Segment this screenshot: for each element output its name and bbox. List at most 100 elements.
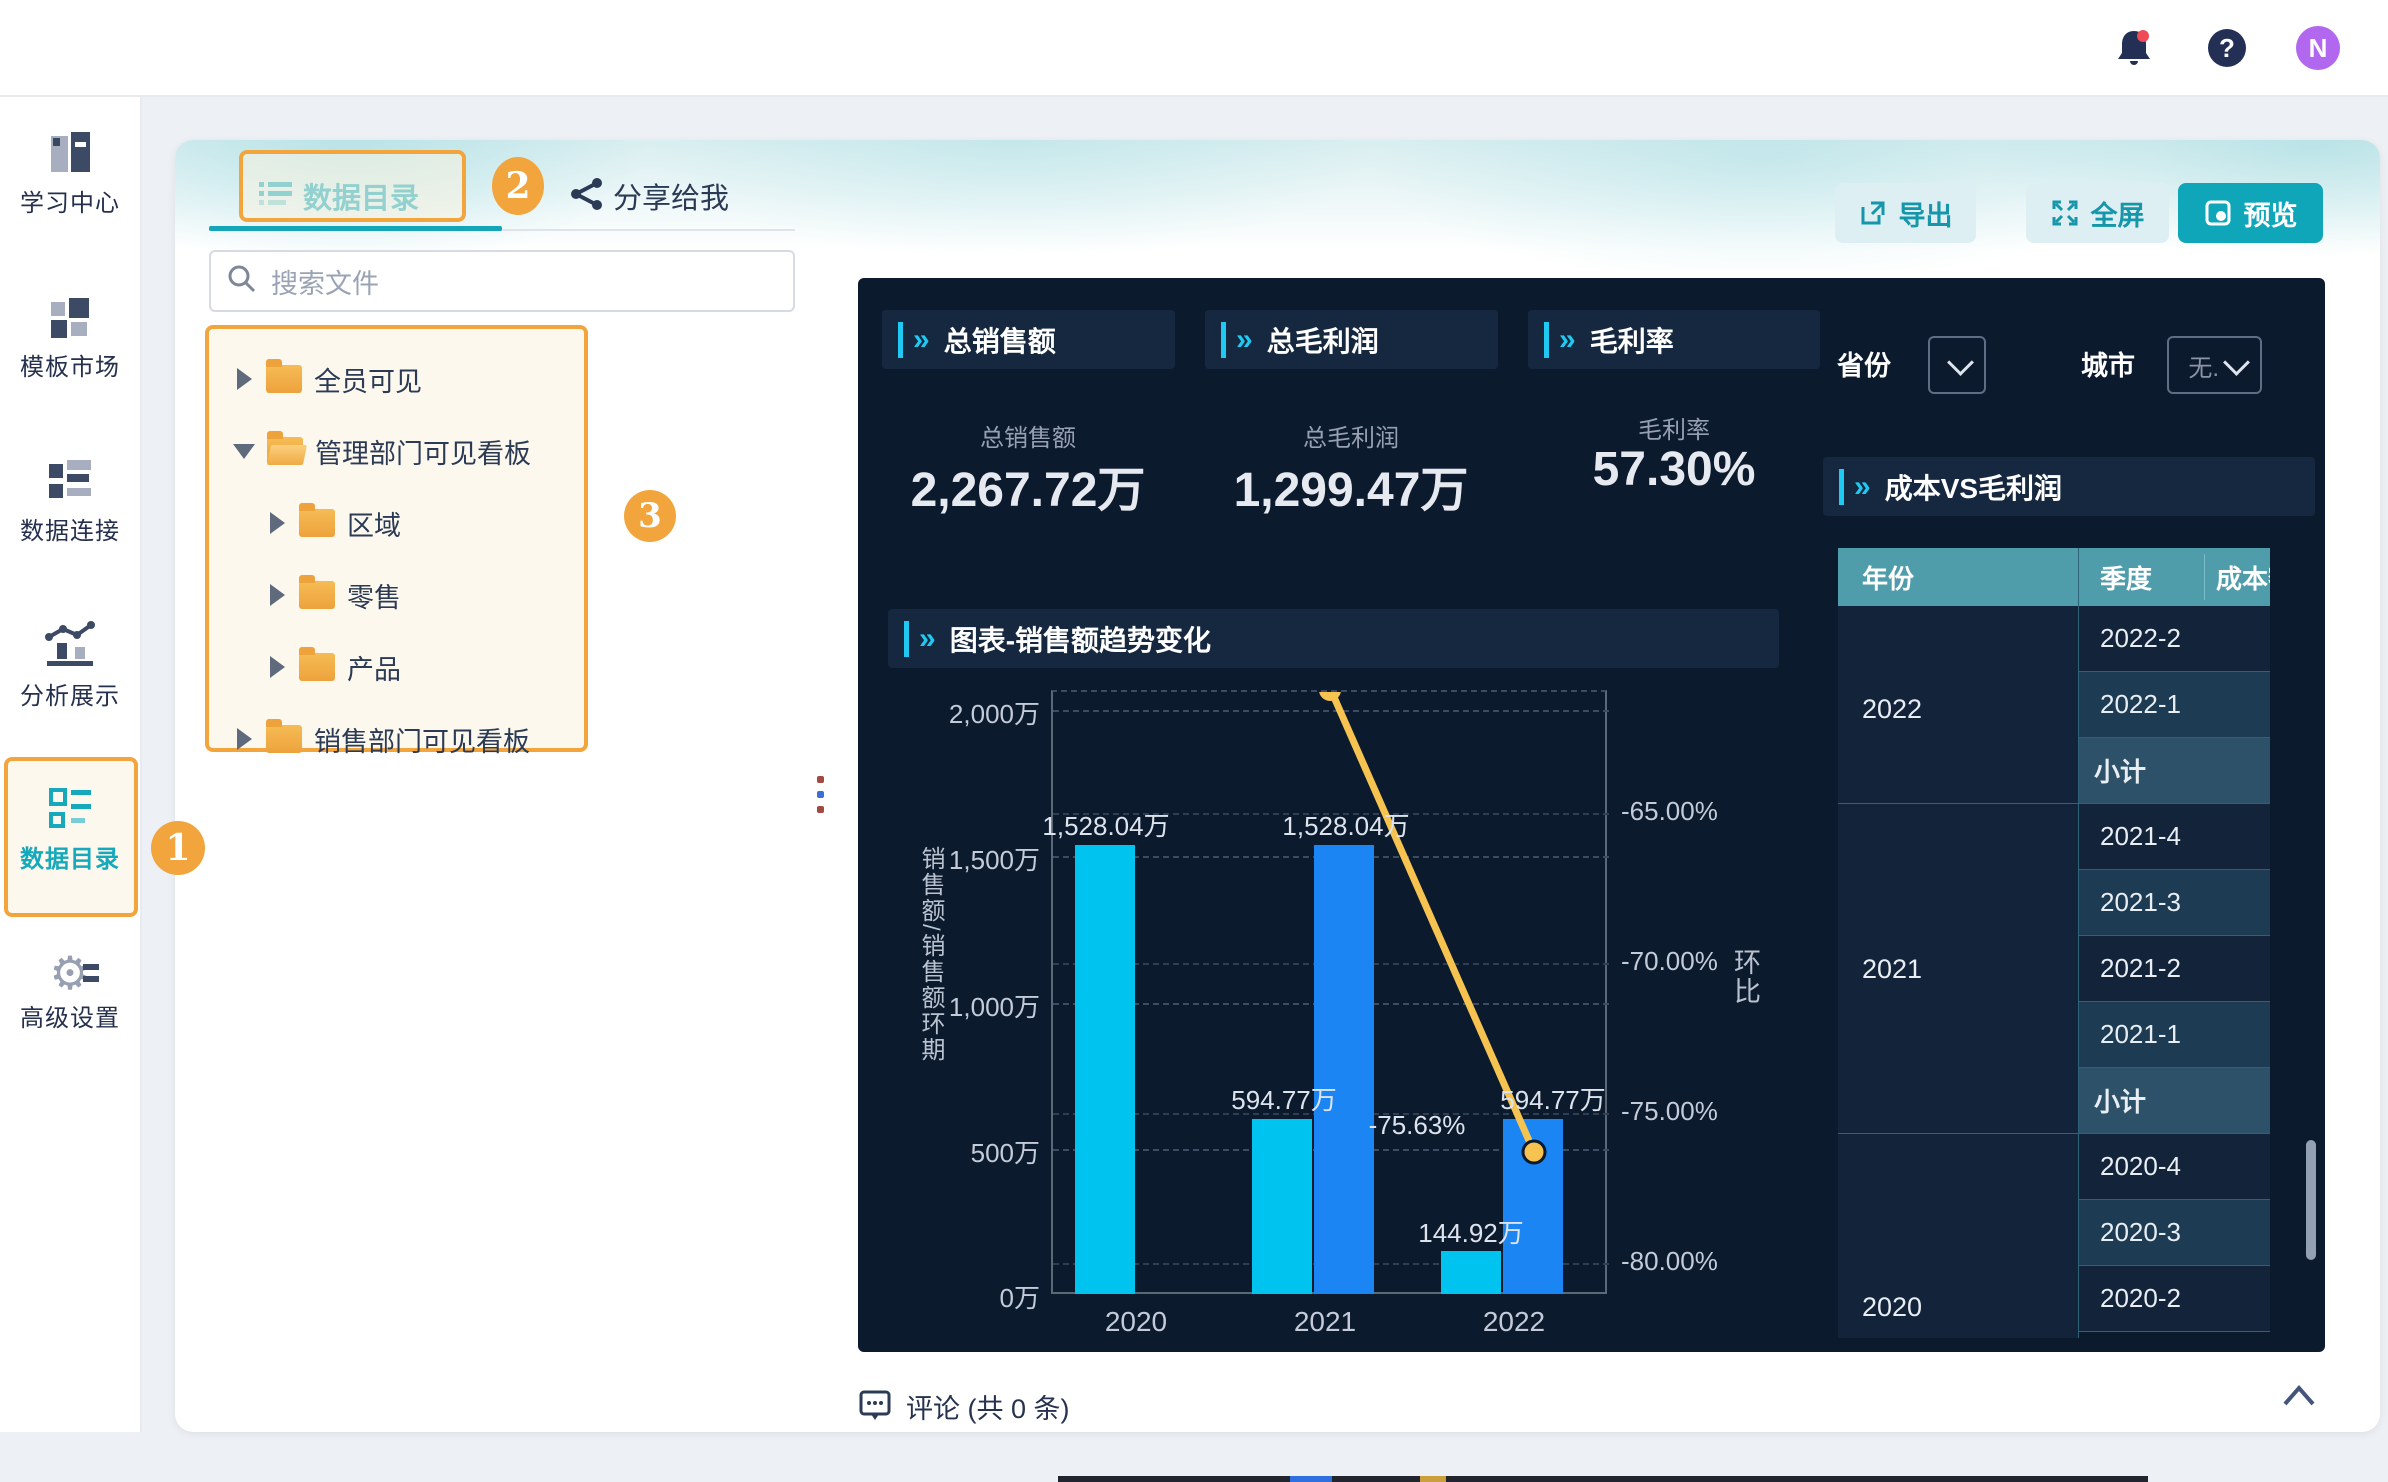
tree-item-management-boards[interactable]: 管理部门可见看板 (205, 415, 608, 487)
help-icon[interactable]: ? (2208, 29, 2246, 67)
top-nav (0, 0, 2388, 97)
table-row[interactable]: 2021-3 (2078, 870, 2270, 936)
chevron-right-icon[interactable] (270, 584, 285, 606)
data-catalog-icon (43, 788, 97, 838)
table-subtotal-row[interactable]: 小计 (2078, 738, 2270, 804)
table-panel-header[interactable]: » 成本VS毛利润 (1823, 457, 2315, 516)
folder-icon (266, 359, 302, 393)
chevron-down-icon (1947, 348, 1974, 376)
export-icon (1861, 201, 1884, 225)
scrollbar-thumb[interactable] (2306, 1140, 2316, 1260)
tree-item-label: 全员可见 (314, 366, 422, 397)
sidebar-item-data-catalog[interactable]: 数据目录 (0, 784, 140, 874)
fullscreen-button[interactable]: 全屏 (2026, 183, 2169, 243)
gear-icon: ⚙ (43, 948, 99, 998)
kpi-header-gross-profit[interactable]: » 总毛利润 (1205, 310, 1498, 369)
kpi-value: 57.30% (1592, 443, 1756, 496)
double-chevron-icon: » (1854, 469, 1871, 503)
x-axis-tick: 2021 (1293, 1306, 1357, 1337)
kpi-title: 毛利率 (1589, 325, 1674, 357)
tree-item-sales-boards[interactable]: 销售部门可见看板 (205, 703, 612, 775)
table-year-cell: 2020 (1838, 1134, 2078, 1338)
kpi-label: 总毛利润 (1303, 425, 1399, 452)
sidebar-item-advanced-settings[interactable]: ⚙ 高级设置 (0, 948, 140, 1033)
tab-baseline (209, 229, 795, 231)
tab-label: 分享给我 (613, 183, 730, 215)
bar-sales-2021[interactable] (1252, 1119, 1312, 1294)
preview-button[interactable]: 预览 (2178, 183, 2323, 243)
comment-label: 评论 (共 0 条) (906, 1393, 1070, 1424)
collapse-chevron-up-icon[interactable] (2281, 1382, 2317, 1413)
share-icon (571, 177, 603, 215)
tree-item-product[interactable]: 产品 (205, 631, 645, 703)
annotation-badge-1: 1 (151, 821, 205, 875)
bar-value-label: 144.92万 (1418, 1218, 1524, 1248)
sidebar-item-template-market[interactable]: 模板市场 (0, 294, 140, 382)
decorative-banner (175, 140, 2380, 270)
province-select[interactable] (1928, 336, 1986, 394)
bar-sales-2022[interactable] (1441, 1251, 1501, 1294)
kpi-header-total-sales[interactable]: » 总销售额 (882, 310, 1175, 369)
sidebar-item-data-connection[interactable]: 数据连接 (0, 458, 140, 546)
table-row[interactable]: 2021-1 (2078, 1002, 2270, 1068)
table-row[interactable]: 2022-1 (2078, 672, 2270, 738)
table-row[interactable]: 2020-3 (2078, 1200, 2270, 1266)
chevron-right-icon[interactable] (270, 656, 285, 678)
bar-sales-2020[interactable] (1075, 845, 1135, 1294)
tab-shared-with-me[interactable]: 分享给我 (571, 166, 791, 226)
y2-axis-tick: -80.00% (1621, 1246, 1718, 1276)
chevron-right-icon[interactable] (270, 512, 285, 534)
table-row[interactable]: 2021-2 (2078, 936, 2270, 1002)
bar-value-label: 1,528.04万 (1042, 811, 1170, 841)
kpi-value: 2,267.72万 (910, 464, 1146, 517)
chart-panel-header[interactable]: » 图表-销售额趋势变化 (888, 609, 1779, 668)
x-axis-tick: 2022 (1482, 1306, 1546, 1337)
column-header-cost: 成本额 (2216, 563, 2270, 594)
table-row[interactable]: 2020-2 (2078, 1266, 2270, 1332)
cost-profit-table[interactable]: 年份 季度 成本额 2022 2021 2020 2022-2 2022-1 小… (1838, 548, 2270, 1338)
table-panel-title: 成本VS毛利润 (1884, 472, 2063, 504)
sidebar-item-label: 数据目录 (20, 846, 120, 873)
table-row[interactable]: 2022-2 (2078, 606, 2270, 672)
y-axis-tick: 1,000万 (948, 992, 1040, 1022)
preview-icon (2205, 200, 2230, 226)
kpi-title: 总毛利润 (1266, 325, 1379, 357)
accent-bar (904, 620, 909, 657)
bar-prev-sales-2021[interactable] (1314, 845, 1374, 1294)
search-input[interactable]: 搜索文件 (209, 250, 795, 312)
tree-item-label: 产品 (347, 654, 401, 685)
folder-icon (266, 719, 302, 753)
y-axis-tick: 500万 (970, 1138, 1040, 1168)
chevron-right-icon[interactable] (237, 368, 252, 390)
y-axis-tick: 2,000万 (948, 699, 1040, 729)
export-button[interactable]: 导出 (1835, 183, 1976, 243)
bottom-edge-accent-yellow (1420, 1476, 1446, 1482)
chart-plot-area[interactable]: 1,528.04万 594.77万 1,528.04万 144.92万 594.… (1042, 690, 1609, 1294)
panel-resize-handle[interactable] (817, 776, 824, 813)
kpi-header-margin[interactable]: » 毛利率 (1528, 310, 1820, 369)
chevron-down-icon[interactable] (233, 443, 255, 459)
chevron-right-icon[interactable] (237, 728, 252, 750)
tree-item-retail[interactable]: 零售 (205, 559, 645, 631)
chevron-down-icon (2223, 348, 2250, 376)
table-row[interactable]: 2020-4 (2078, 1134, 2270, 1200)
search-placeholder: 搜索文件 (271, 268, 379, 299)
fullscreen-label: 全屏 (2090, 200, 2145, 231)
x-axis-tick: 2020 (1104, 1306, 1168, 1337)
double-chevron-icon: » (919, 621, 936, 655)
comment-bar[interactable]: 评论 (共 0 条) (858, 1380, 2338, 1432)
tab-active-underline (209, 226, 502, 231)
city-select[interactable]: 无. (2167, 336, 2262, 394)
y-axis-title: 销售额/销售额环期 (917, 846, 944, 1063)
y-axis-tick: 1,500万 (948, 845, 1040, 875)
table-row[interactable]: 2021-4 (2078, 804, 2270, 870)
accent-bar (898, 321, 903, 358)
tree-item-region[interactable]: 区域 (205, 487, 645, 559)
template-market-icon (45, 298, 95, 346)
sidebar-item-learning-center[interactable]: 学习中心 (0, 130, 140, 218)
user-avatar[interactable]: N (2296, 26, 2340, 70)
table-subtotal-row[interactable]: 小计 (2078, 1068, 2270, 1134)
notification-bell-icon[interactable] (2112, 26, 2156, 70)
tree-item-all-visible[interactable]: 全员可见 (205, 343, 612, 415)
sidebar-item-analysis-display[interactable]: 分析展示 (0, 621, 140, 711)
